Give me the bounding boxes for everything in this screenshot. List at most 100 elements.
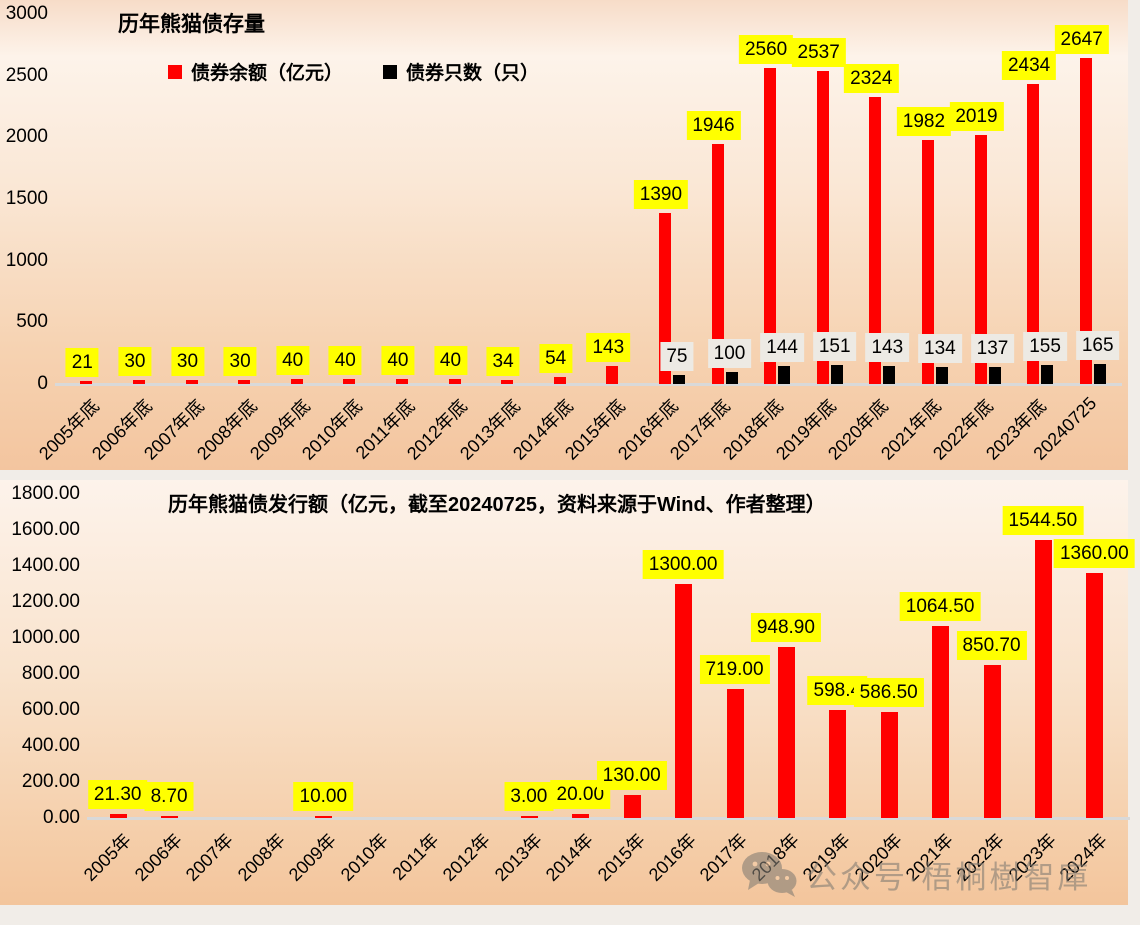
y-axis-tick-label: 1500	[5, 188, 48, 209]
data-label: 40	[276, 346, 310, 376]
y-axis-tick-label: 1600.00	[11, 519, 80, 540]
count-bar	[1041, 364, 1054, 384]
x-axis-category-label: 2019年	[799, 829, 855, 886]
x-axis-category-label: 2017年	[696, 829, 752, 886]
data-label: 75	[660, 341, 694, 371]
balance-bar	[501, 379, 514, 384]
data-label: 2647	[1054, 24, 1109, 54]
count-bar	[672, 374, 685, 384]
x-axis-category-label: 2020年	[850, 829, 906, 886]
y-axis-tick-label: 400.00	[21, 735, 80, 756]
count-legend-label: 债券只数（只）	[406, 63, 540, 84]
x-axis-category-label: 2011年	[388, 829, 444, 885]
issuance-bar	[675, 584, 693, 818]
legend-item-balance: 债券余额（亿元）	[168, 58, 343, 85]
issuance-bar	[932, 626, 950, 818]
x-axis-category-label: 2013年	[490, 829, 546, 886]
count-bar	[830, 365, 843, 384]
balance-bar	[553, 377, 566, 384]
y-axis-tick-label: 1000	[5, 249, 48, 271]
x-axis-category-label: 2015年	[593, 829, 649, 886]
issuance-bar	[109, 814, 127, 818]
data-label: 40	[328, 346, 362, 376]
issuance-bar	[623, 794, 641, 818]
y-axis-tick-label: 500	[16, 311, 48, 333]
y-axis-tick-label: 1400.00	[11, 555, 80, 576]
y-axis-tick-label: 1800.00	[11, 483, 80, 504]
balance-bar	[869, 97, 882, 384]
x-axis-category-label: 2014年	[542, 829, 598, 886]
y-axis-tick-label: 0	[37, 373, 48, 394]
data-label: 586.50	[853, 678, 924, 708]
data-label: 21	[65, 348, 99, 378]
balance-bar	[238, 380, 251, 384]
y-axis-tick-label: 2000	[5, 126, 48, 148]
data-label: 3.00	[504, 782, 554, 811]
issuance-bar	[520, 816, 538, 818]
x-axis-category-label: 2024年	[1056, 829, 1112, 886]
stock-chart-title: 历年熊猫债存量	[118, 13, 265, 36]
data-label: 30	[118, 347, 152, 377]
y-axis-tick-label: 0.00	[43, 807, 80, 828]
data-label: 2537	[791, 38, 846, 68]
data-label: 100	[707, 338, 752, 368]
data-label: 54	[539, 344, 573, 374]
data-label: 143	[586, 333, 631, 363]
data-label: 40	[381, 346, 415, 376]
count-bar	[725, 371, 738, 384]
x-axis-line	[87, 817, 1130, 820]
x-axis-category-label: 2007年	[182, 829, 238, 886]
data-label: 40	[433, 346, 468, 376]
issuance-bar	[572, 814, 590, 818]
issuance-chart-title: 历年熊猫债发行额（亿元，截至20240725，资料来源于Wind、作者整理）	[168, 494, 826, 516]
data-label: 143	[865, 333, 910, 363]
y-axis-tick-label: 2500	[5, 64, 48, 86]
data-label: 34	[486, 346, 520, 376]
x-axis-line	[55, 383, 1122, 386]
balance-legend-label: 债券余额（亿元）	[191, 63, 344, 84]
count-bar	[883, 366, 896, 384]
issuance-bar	[726, 688, 744, 818]
balance-bar	[132, 380, 145, 384]
x-axis-category-label: 2021年	[901, 829, 958, 886]
y-axis-tick-label: 3000	[5, 3, 48, 24]
data-label: 1946	[686, 111, 741, 140]
balance-bar	[343, 379, 356, 384]
x-axis-category-label: 2008年	[233, 829, 289, 886]
data-label: 134	[918, 334, 962, 364]
legend-item-count: 债券只数（只）	[383, 58, 539, 85]
data-label: 2434	[1001, 50, 1057, 80]
balance-bar	[1079, 57, 1092, 384]
data-label: 1390	[633, 179, 689, 209]
data-label: 165	[1075, 330, 1120, 360]
data-label: 144	[760, 333, 804, 363]
issuance-bar	[829, 710, 847, 818]
data-label: 719.00	[699, 654, 770, 684]
balance-bar	[290, 379, 303, 384]
data-label: 10.00	[293, 782, 354, 811]
x-axis-category-label: 2009年	[285, 829, 341, 886]
data-label: 130.00	[596, 760, 667, 790]
issuance-bar	[983, 664, 1001, 818]
balance-bar	[448, 379, 461, 384]
data-label: 1300.00	[642, 550, 724, 579]
balance-bar	[606, 366, 619, 384]
data-label: 30	[170, 347, 205, 377]
data-label: 155	[1023, 331, 1067, 361]
data-label: 948.90	[750, 613, 821, 643]
count-legend-swatch	[383, 64, 398, 79]
x-axis-category-label: 2012年	[439, 829, 495, 886]
x-axis-category-label: 2016年	[644, 829, 701, 886]
count-bar	[1093, 363, 1106, 384]
x-axis-category-label: 2022年	[953, 829, 1009, 886]
data-label: 1360.00	[1053, 539, 1135, 569]
balance-bar	[80, 381, 93, 384]
y-axis-tick-label: 800.00	[21, 663, 80, 684]
balance-bar	[1027, 83, 1040, 384]
x-axis-category-label: 2006年	[130, 829, 187, 886]
data-label: 151	[812, 332, 857, 362]
stock-chart-panel: 历年熊猫债存量 债券余额（亿元） 债券只数（只） 3000 2500 2000 150…	[0, 0, 1128, 470]
y-axis-tick-label: 200.00	[21, 771, 80, 792]
data-label: 30	[223, 347, 257, 377]
